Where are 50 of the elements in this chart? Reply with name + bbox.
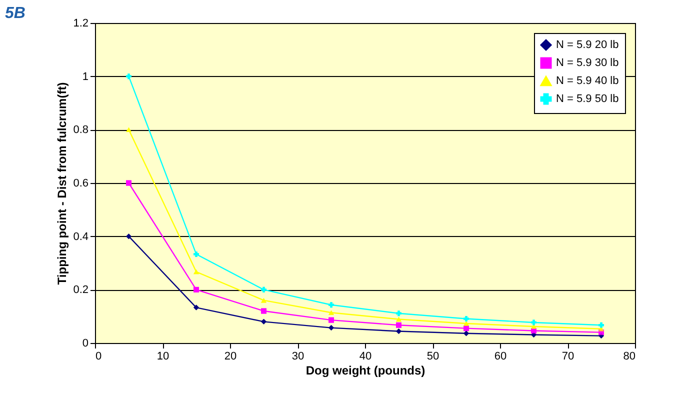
x-tick-label: 40 [359,350,372,362]
y-tick-label: 0.4 [73,230,88,243]
x-axis-title: Dog weight (pounds) [306,364,426,378]
legend-label: N = 5.9 50 lb [556,93,619,105]
x-tick-label: 30 [292,350,304,362]
point [261,298,266,303]
point [396,328,402,334]
legend-label: N = 5.9 20 lb [556,39,619,51]
x-tick-label: 80 [623,350,636,362]
point [194,304,199,310]
point [194,286,199,292]
y-tick-label: 0.8 [73,124,88,136]
point [396,310,402,316]
x-tick-label: 70 [562,350,574,362]
point [464,330,469,336]
point [328,325,334,331]
point [194,269,199,274]
y-tick-label: 0 [82,338,88,350]
point [531,324,536,329]
point [126,180,132,186]
point [261,286,266,292]
point [194,251,199,257]
legend-label: N = 5.9 40 lb [556,75,619,87]
y-tick-label: 1.2 [73,18,88,30]
point [464,316,469,322]
x-tick-label: 10 [156,350,170,362]
point [598,322,604,328]
y-axis-title: Tipping point - Dist from fulcrum(ft) [55,82,70,285]
x-tick-label: 50 [426,350,440,362]
text: 5B [5,5,26,22]
point [126,74,132,80]
x-tick-label: 60 [494,350,507,362]
point [328,310,334,315]
point [396,316,402,322]
y-tick-label: 1 [82,70,88,83]
y-tick-label: 0.2 [73,284,88,296]
point [126,234,132,240]
point [531,320,536,326]
point [328,317,334,323]
point [261,308,266,314]
point [464,326,469,332]
point [328,302,334,308]
x-tick-label: 0 [96,350,102,362]
legend-label: N = 5.9 30 lb [556,57,619,69]
x-tick-label: 20 [224,350,237,362]
y-tick-label: 0.6 [73,178,88,190]
point [126,127,132,132]
point [464,321,469,326]
point [396,322,402,328]
point [261,318,266,324]
